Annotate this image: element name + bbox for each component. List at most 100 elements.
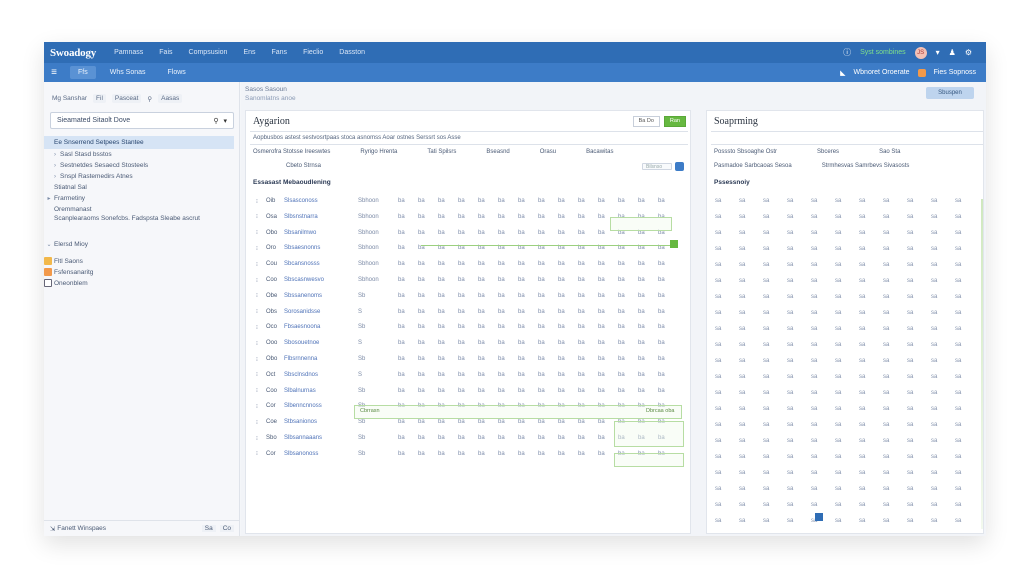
grid-cell[interactable]: ba bbox=[478, 324, 485, 331]
grid-cell[interactable]: sa bbox=[883, 486, 890, 492]
grid-cell[interactable]: sa bbox=[931, 374, 938, 380]
grid-cell[interactable]: sa bbox=[955, 342, 962, 348]
grid-cell[interactable]: ba bbox=[638, 245, 645, 252]
tab-flows[interactable]: Flows bbox=[167, 69, 186, 76]
grid-cell[interactable]: sa bbox=[787, 198, 794, 204]
chevron-down-icon[interactable]: ▾ bbox=[935, 48, 940, 57]
grid-cell[interactable]: ba bbox=[618, 229, 625, 236]
table-row[interactable]: sa sa sa sa sa sa sa sa sa sa sa bbox=[715, 259, 979, 271]
grid-cell[interactable]: sa bbox=[931, 294, 938, 300]
grid-cell[interactable]: sa bbox=[859, 342, 866, 348]
grid-cell[interactable]: ba bbox=[398, 387, 405, 394]
grid-cell[interactable]: sa bbox=[811, 374, 818, 380]
row-name[interactable]: Fbsaesnoona bbox=[284, 324, 321, 331]
table-row[interactable]: ⁝ Obo Flbsrnnenna Sb ba ba ba ba ba ba ba ba ba ba ba b… bbox=[256, 353, 678, 365]
grid-cell[interactable]: ba bbox=[658, 308, 665, 315]
grid-cell[interactable]: sa bbox=[859, 454, 866, 460]
grid-cell[interactable]: sa bbox=[931, 486, 938, 492]
grid-cell[interactable]: ba bbox=[398, 371, 405, 378]
grid-cell[interactable]: ba bbox=[438, 403, 445, 410]
grid-cell[interactable]: sa bbox=[739, 518, 746, 524]
grid-cell[interactable]: sa bbox=[907, 438, 914, 444]
grid-cell[interactable]: ba bbox=[398, 245, 405, 252]
grid-cell[interactable]: ba bbox=[578, 356, 585, 362]
grid-cell[interactable]: ba bbox=[538, 356, 545, 362]
grid-cell[interactable]: sa bbox=[859, 406, 866, 412]
table-row[interactable]: ⁝ Obo Sbsanilmwo Sbhoon ba ba ba ba ba ba ba ba ba ba… bbox=[256, 227, 678, 239]
grid-cell[interactable]: sa bbox=[811, 438, 818, 444]
grid-cell[interactable]: ba bbox=[498, 292, 505, 299]
row-name[interactable]: Slbsnstnarra bbox=[284, 213, 318, 220]
grid-cell[interactable]: ba bbox=[518, 356, 525, 362]
grid-cell[interactable]: sa bbox=[907, 262, 914, 268]
grid-cell[interactable]: ba bbox=[558, 403, 565, 410]
grid-cell[interactable]: sa bbox=[763, 310, 770, 316]
grid-cell[interactable]: ba bbox=[438, 356, 445, 362]
grid-cell[interactable]: ba bbox=[598, 277, 605, 283]
grid-cell[interactable]: ba bbox=[618, 261, 625, 268]
top-nav-item[interactable]: Fieclio bbox=[303, 49, 324, 56]
grid-cell[interactable]: sa bbox=[859, 438, 866, 444]
grid-cell[interactable]: ba bbox=[498, 340, 505, 347]
grid-cell[interactable]: sa bbox=[931, 470, 938, 476]
grid-cell[interactable]: sa bbox=[907, 406, 914, 412]
grid-cell[interactable]: sa bbox=[907, 294, 914, 300]
grid-cell[interactable]: ba bbox=[478, 371, 485, 378]
grid-cell[interactable]: sa bbox=[883, 422, 890, 428]
grid-cell[interactable]: ba bbox=[458, 387, 465, 394]
grid-cell[interactable]: sa bbox=[763, 278, 770, 284]
grid-cell[interactable]: sa bbox=[739, 198, 746, 204]
grid-cell[interactable]: ba bbox=[398, 308, 405, 315]
grid-cell[interactable]: sa bbox=[787, 454, 794, 460]
selection-handle[interactable] bbox=[670, 240, 678, 248]
grid-cell[interactable]: ba bbox=[658, 435, 665, 441]
grid-cell[interactable]: ba bbox=[498, 387, 505, 394]
grid-cell[interactable]: sa bbox=[787, 470, 794, 476]
grid-cell[interactable]: ba bbox=[438, 277, 445, 283]
top-action-button[interactable]: Sbuspen bbox=[926, 87, 974, 99]
grid-cell[interactable]: sa bbox=[715, 230, 722, 236]
grid-cell[interactable]: sa bbox=[931, 406, 938, 412]
grid-cell[interactable]: ba bbox=[458, 324, 465, 331]
grid-cell[interactable]: ba bbox=[538, 387, 545, 394]
grid-cell[interactable]: sa bbox=[739, 358, 746, 364]
grid-cell[interactable]: ba bbox=[538, 198, 545, 204]
grid-cell[interactable]: sa bbox=[787, 278, 794, 284]
grid-cell[interactable]: sa bbox=[811, 198, 818, 204]
grid-cell[interactable]: ba bbox=[458, 292, 465, 299]
table-row[interactable]: sa sa sa sa sa sa sa sa sa sa sa bbox=[715, 451, 979, 463]
grid-cell[interactable]: sa bbox=[883, 406, 890, 412]
grid-cell[interactable]: ba bbox=[498, 308, 505, 315]
grid-cell[interactable]: ba bbox=[518, 261, 525, 268]
grid-cell[interactable]: ba bbox=[638, 277, 645, 283]
row-name[interactable]: Slbenncnnoss bbox=[284, 403, 322, 410]
filter-item[interactable]: Bacawitas bbox=[586, 149, 614, 155]
grid-cell[interactable]: ba bbox=[398, 435, 405, 441]
grid-cell[interactable]: sa bbox=[859, 358, 866, 364]
grid-cell[interactable]: ba bbox=[558, 308, 565, 315]
grid-cell[interactable]: ba bbox=[498, 198, 505, 204]
grid-cell[interactable]: ba bbox=[478, 261, 485, 268]
grid-cell[interactable]: sa bbox=[883, 326, 890, 332]
grid-cell[interactable]: sa bbox=[931, 278, 938, 284]
grid-cell[interactable]: ba bbox=[438, 198, 445, 204]
grid-cell[interactable]: ba bbox=[618, 277, 625, 283]
filter-item[interactable]: Tati Spilsrs bbox=[427, 149, 457, 155]
grid-cell[interactable]: sa bbox=[883, 390, 890, 396]
grid-cell[interactable]: sa bbox=[955, 294, 962, 300]
grid-cell[interactable]: ba bbox=[498, 403, 505, 410]
primary-button[interactable]: Ran bbox=[663, 116, 686, 127]
grid-cell[interactable]: ba bbox=[578, 450, 585, 457]
grid-cell[interactable]: ba bbox=[498, 261, 505, 268]
grid-cell[interactable]: sa bbox=[931, 310, 938, 316]
grid-cell[interactable]: ba bbox=[658, 387, 665, 394]
breadcrumb[interactable]: Sasos Sasoun bbox=[245, 86, 287, 93]
grid-cell[interactable]: sa bbox=[907, 422, 914, 428]
row-name[interactable]: Slbalnurnas bbox=[284, 387, 316, 394]
grid-cell[interactable]: sa bbox=[859, 518, 866, 524]
grid-cell[interactable]: ba bbox=[598, 198, 605, 204]
grid-cell[interactable]: ba bbox=[618, 292, 625, 299]
grid-cell[interactable]: sa bbox=[763, 198, 770, 204]
grid-cell[interactable]: sa bbox=[955, 374, 962, 380]
grid-cell[interactable]: sa bbox=[859, 214, 866, 220]
